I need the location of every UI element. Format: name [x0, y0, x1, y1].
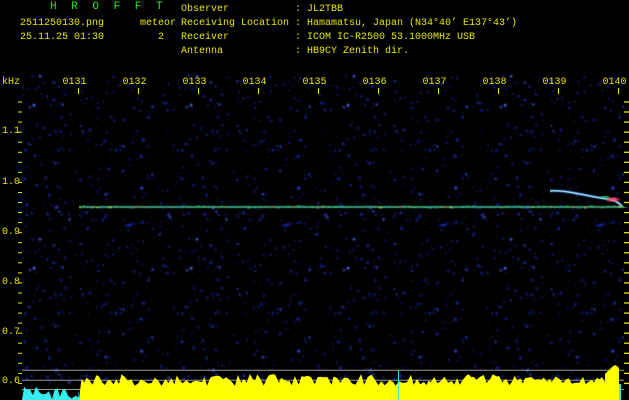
- svg-text:0137: 0137: [423, 77, 447, 88]
- svg-text:0.8: 0.8: [2, 277, 20, 288]
- svg-text:1.1: 1.1: [2, 126, 20, 137]
- svg-text:0139: 0139: [543, 77, 567, 88]
- svg-text:0.6: 0.6: [2, 376, 20, 387]
- svg-text:0134: 0134: [243, 77, 267, 88]
- svg-text:0136: 0136: [363, 77, 387, 88]
- svg-text:0.9: 0.9: [2, 227, 20, 238]
- svg-text:0135: 0135: [303, 77, 327, 88]
- svg-text:0132: 0132: [123, 77, 147, 88]
- svg-text:1.0: 1.0: [2, 177, 20, 188]
- svg-text:0.7: 0.7: [2, 327, 20, 338]
- svg-text:0131: 0131: [63, 77, 87, 88]
- svg-text:0138: 0138: [483, 77, 507, 88]
- svg-text:0140: 0140: [603, 77, 627, 88]
- svg-text:0133: 0133: [183, 77, 207, 88]
- svg-text:kHz: kHz: [2, 76, 20, 88]
